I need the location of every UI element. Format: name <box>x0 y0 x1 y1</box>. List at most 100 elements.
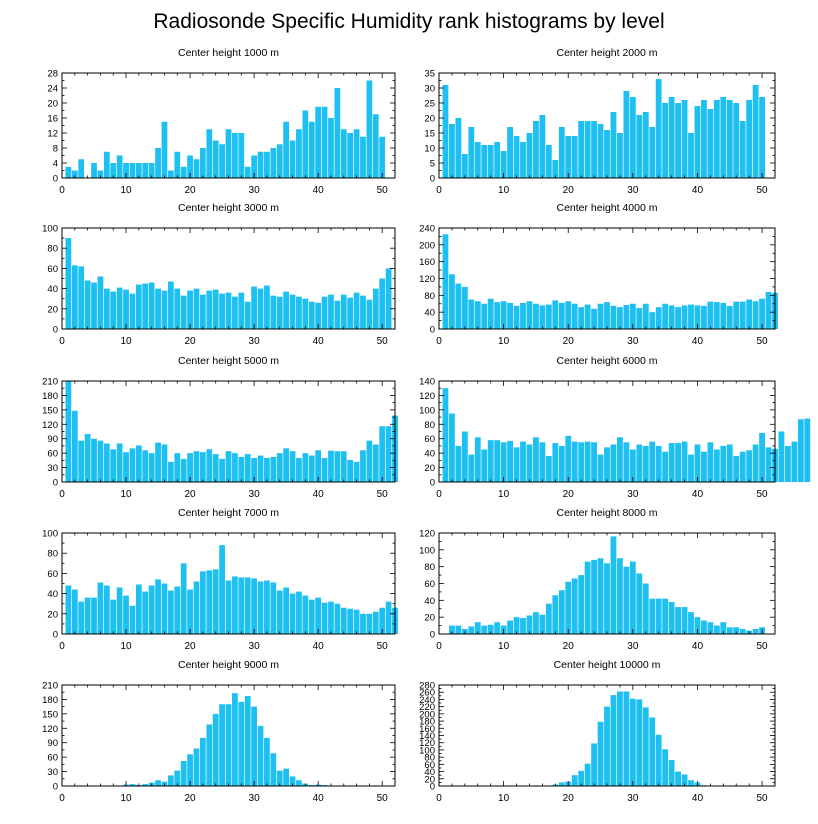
x-tick-label: 40 <box>313 489 325 500</box>
y-tick-label: 0 <box>430 174 435 185</box>
histogram-bar <box>116 287 123 329</box>
y-tick-label: 5 <box>430 159 435 170</box>
histogram-bar <box>649 441 656 482</box>
histogram-bar <box>571 775 578 786</box>
histogram-bar <box>340 294 347 329</box>
x-tick-label: 40 <box>313 185 325 196</box>
histogram-bar <box>97 582 104 634</box>
histogram-bar <box>487 298 494 329</box>
histogram-bar <box>494 142 501 178</box>
histogram-panel: Center height 1000 m 0 10 20 30 40 50 0 4 8 12 16 20… <box>47 47 396 196</box>
histogram-bar <box>688 133 694 178</box>
x-tick-label: 0 <box>436 489 442 500</box>
histogram-bar <box>155 442 161 482</box>
histogram-bar <box>513 305 520 329</box>
y-tick-label: 0 <box>430 782 435 793</box>
histogram-bar <box>97 170 104 178</box>
histogram-bar <box>167 281 174 329</box>
histogram-bar <box>232 576 238 634</box>
y-tick-label: 24 <box>47 84 58 95</box>
histogram-bar <box>688 780 694 786</box>
histogram-bar <box>545 456 552 482</box>
histogram-bar <box>244 454 251 482</box>
histogram-bar <box>257 581 264 634</box>
histogram-bar <box>649 717 656 786</box>
panel-title: Center height 5000 m <box>178 355 279 367</box>
y-tick-label: 240 <box>419 224 435 235</box>
histogram-bar <box>565 581 572 634</box>
y-tick-label: 140 <box>419 377 435 388</box>
x-tick-label: 10 <box>120 185 132 196</box>
histogram-bar <box>526 133 533 178</box>
histogram-bar <box>597 558 604 634</box>
histogram-bar <box>65 585 72 634</box>
histogram-bar <box>123 289 129 329</box>
histogram-bar <box>328 118 334 178</box>
histogram-bar <box>155 579 161 634</box>
histogram-bar <box>571 303 578 329</box>
histogram-bar <box>552 443 559 482</box>
histogram-bar <box>212 454 219 482</box>
histogram-bar <box>116 587 123 634</box>
histogram-bar <box>578 307 585 329</box>
histogram-bar <box>520 618 526 634</box>
histogram-bar <box>232 296 238 329</box>
x-tick-label: 20 <box>563 793 575 804</box>
x-tick-label: 30 <box>249 489 261 500</box>
histogram-bar <box>584 304 591 329</box>
histogram-bar <box>649 127 656 178</box>
histogram-bar <box>187 290 193 329</box>
histogram-bar <box>713 625 720 634</box>
histogram-bar <box>264 151 270 178</box>
histogram-bar <box>244 166 251 178</box>
x-tick-label: 0 <box>436 185 442 196</box>
histogram-bar <box>200 571 206 634</box>
histogram-bar <box>257 288 264 329</box>
histogram-bar <box>707 622 714 634</box>
histogram-bar <box>655 734 662 786</box>
histogram-bar <box>372 288 379 329</box>
panel-title: Center height 1000 m <box>178 47 279 59</box>
histogram-bar <box>642 707 649 786</box>
histogram-bar <box>187 453 193 482</box>
histogram-bar <box>360 450 366 482</box>
histogram-bar <box>494 302 501 329</box>
histogram-bar <box>187 589 193 634</box>
histogram-bar <box>148 453 155 482</box>
y-tick-label: 20 <box>424 463 435 474</box>
histogram-bar <box>347 297 354 329</box>
histogram-bar <box>604 130 610 178</box>
histogram-bar <box>655 79 662 178</box>
histogram-bar <box>212 569 219 634</box>
histogram-bar <box>468 454 475 482</box>
histogram-bar <box>694 617 701 634</box>
histogram-bar <box>264 457 270 482</box>
histogram-bar <box>545 145 552 178</box>
histogram-bar <box>662 451 669 482</box>
histogram-bar <box>167 170 174 178</box>
histogram-bar <box>180 295 187 329</box>
histogram-bar <box>558 590 565 634</box>
x-tick-label: 50 <box>377 641 389 652</box>
histogram-bar <box>720 622 727 634</box>
histogram-bar <box>668 97 675 178</box>
histogram-bar <box>321 296 328 329</box>
histogram-bar <box>129 163 136 178</box>
histogram-bar <box>636 444 643 482</box>
histogram-bar <box>372 611 379 634</box>
histogram-bar <box>701 305 707 329</box>
histogram-bar <box>591 121 597 178</box>
histogram-bar <box>474 301 481 329</box>
histogram-bar <box>219 293 225 329</box>
histogram-bar <box>71 589 78 634</box>
y-tick-label: 200 <box>419 709 435 720</box>
y-tick-label: 40 <box>47 284 58 295</box>
histogram-bar <box>110 291 117 329</box>
histogram-bar <box>681 607 688 634</box>
histogram-bar <box>455 118 462 178</box>
histogram-bar <box>65 238 72 329</box>
histogram-bar <box>123 163 129 178</box>
histogram-panel: Center height 8000 m 0 10 20 30 40 50 0 20 40 60 80… <box>419 507 776 652</box>
histogram-bar <box>238 456 245 482</box>
y-tick-label: 0 <box>430 630 435 641</box>
